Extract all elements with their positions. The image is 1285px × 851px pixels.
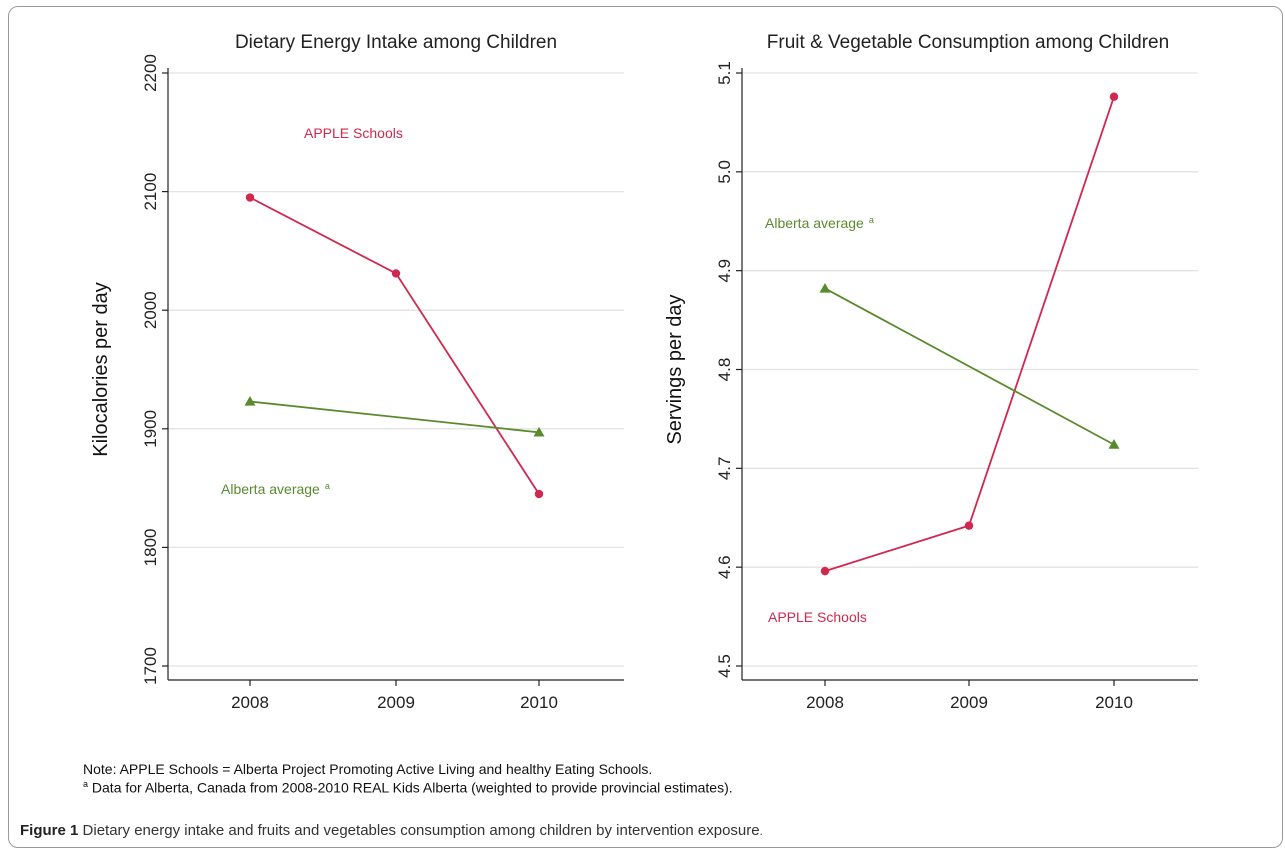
caption-end: . [759, 826, 763, 838]
series-line [249, 196, 540, 495]
y-tick-label: 2100 [141, 173, 160, 211]
data-point [1108, 439, 1120, 449]
y-axis-label: Kilocalories per day [90, 282, 112, 457]
y-axis-label: Servings per day [664, 294, 686, 444]
data-point [534, 489, 544, 499]
figure-caption: Figure 1 Dietary energy intake and fruit… [20, 822, 763, 839]
y-tick-label: 1800 [141, 528, 160, 566]
data-point [391, 269, 401, 278]
chart-title: Fruit & Vegetable Consumption among Chil… [767, 32, 1169, 53]
y-tick-label: 1900 [141, 410, 160, 448]
data-point [245, 193, 255, 202]
chart-title: Dietary Energy Intake among Children [235, 32, 557, 53]
series-annotation: Alberta average a [765, 215, 874, 231]
note-line-2: a Data for Alberta, Canada from 2008-201… [83, 777, 733, 796]
series-line [249, 400, 540, 434]
data-point [1109, 92, 1119, 101]
x-tick-label: 2009 [950, 693, 988, 712]
x-tick-label: 2008 [231, 693, 269, 712]
note-line-1: Note: APPLE Schools = Alberta Project Pr… [83, 761, 653, 777]
x-tick-label: 2010 [1095, 693, 1133, 712]
y-tick-label: 2000 [141, 291, 160, 329]
series-annotation: Alberta average a [221, 481, 330, 497]
caption-text: Dietary energy intake and fruits and veg… [78, 822, 760, 839]
y-tick-label: 2200 [141, 54, 160, 92]
series-line [824, 287, 1115, 446]
series-annotation: APPLE Schools [768, 609, 867, 625]
y-tick-label: 4.8 [715, 358, 734, 382]
chart-2: Fruit & Vegetable Consumption among Chil… [664, 32, 1198, 712]
y-tick-label: 5.1 [715, 61, 734, 85]
data-point [964, 521, 974, 530]
y-tick-label: 4.6 [715, 555, 734, 579]
y-tick-label: 4.9 [715, 259, 734, 283]
y-tick-label: 4.7 [715, 457, 734, 481]
annotation-superscript: a [869, 215, 874, 225]
data-point [819, 282, 831, 293]
note-superscript: a [83, 779, 89, 789]
figure-notes: Note: APPLE Schools = Alberta Project Pr… [83, 762, 733, 796]
data-point [244, 396, 256, 406]
series-annotation: APPLE Schools [304, 125, 403, 141]
x-tick-label: 2010 [520, 693, 558, 712]
x-tick-label: 2009 [377, 693, 415, 712]
y-tick-label: 1700 [141, 647, 160, 685]
note-line-2-text: Data for Alberta, Canada from 2008-2010 … [88, 779, 733, 796]
data-point [820, 566, 830, 576]
figure-frame [8, 6, 1283, 848]
x-tick-label: 2008 [806, 693, 844, 712]
y-tick-label: 4.5 [715, 654, 734, 678]
caption-label: Figure 1 [20, 822, 79, 839]
series-line [824, 96, 1115, 572]
data-point [533, 426, 545, 437]
chart-1: Dietary Energy Intake among Children 1700… [90, 32, 624, 712]
y-tick-label: 5.0 [715, 160, 734, 184]
annotation-superscript: a [325, 481, 330, 491]
